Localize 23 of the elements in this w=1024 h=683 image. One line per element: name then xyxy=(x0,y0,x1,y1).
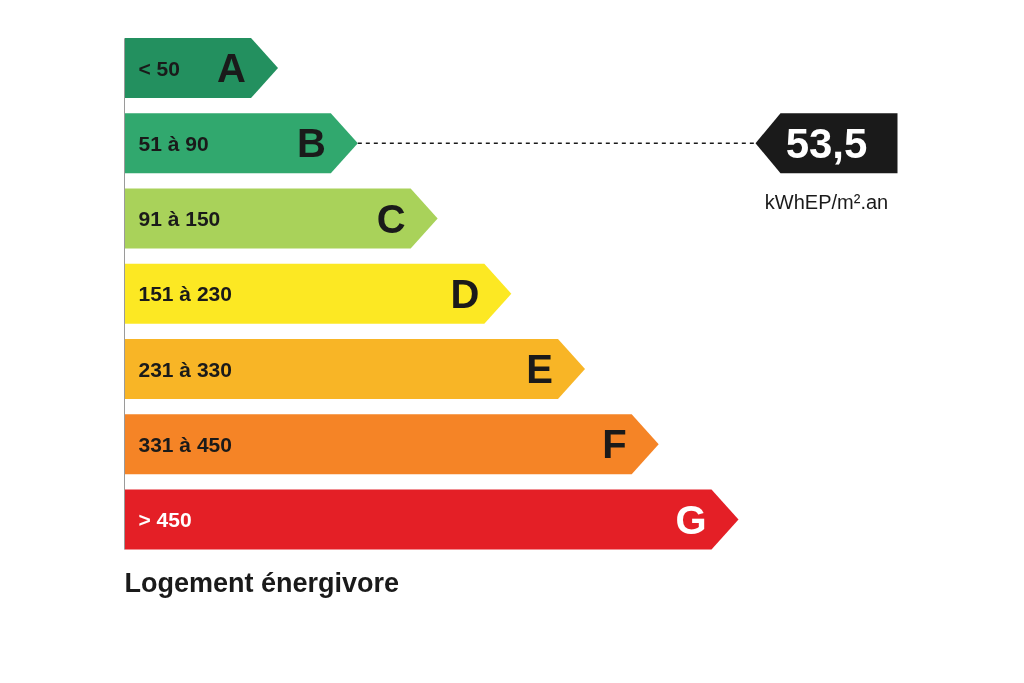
ref-line-label: 53,5 xyxy=(785,119,868,167)
y-tick-label: D xyxy=(450,271,480,316)
bar xyxy=(124,489,739,550)
bar xyxy=(124,339,585,399)
annotation: 151 à 230 xyxy=(138,282,232,306)
y-tick-label: B xyxy=(296,121,326,166)
bar xyxy=(124,414,659,475)
annotation: > 450 xyxy=(138,508,192,531)
bar xyxy=(124,263,512,324)
annotation: < 50 xyxy=(138,56,180,80)
annotation: 51 à 90 xyxy=(138,131,209,155)
text: Logement énergivore xyxy=(124,567,400,598)
y-tick-label: G xyxy=(675,497,707,542)
y-tick-label: A xyxy=(217,46,246,90)
bar xyxy=(124,188,438,249)
y-tick-label: F xyxy=(602,422,627,467)
text: kWhEP/m².an xyxy=(764,191,889,214)
annotation: 91 à 150 xyxy=(138,207,221,230)
bar xyxy=(124,113,358,174)
y-tick-label: C xyxy=(376,196,406,241)
annotation: 231 à 330 xyxy=(138,357,232,381)
y-tick-label: E xyxy=(526,347,554,391)
annotation: 331 à 450 xyxy=(138,432,232,456)
